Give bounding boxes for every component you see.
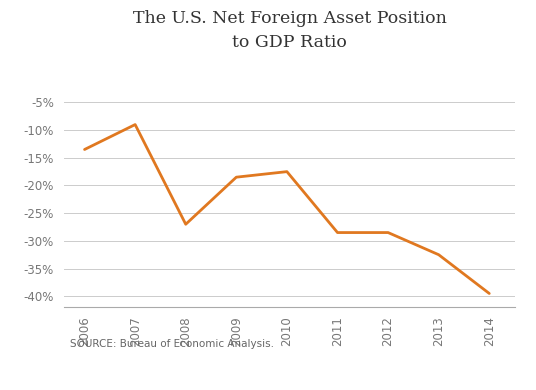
Text: Federal Reserve Bank of St. Louis: Federal Reserve Bank of St. Louis bbox=[11, 367, 248, 381]
Text: SOURCE: Bureau of Economic Analysis.: SOURCE: Bureau of Economic Analysis. bbox=[70, 339, 274, 349]
Text: The U.S. Net Foreign Asset Position
to GDP Ratio: The U.S. Net Foreign Asset Position to G… bbox=[132, 10, 446, 51]
